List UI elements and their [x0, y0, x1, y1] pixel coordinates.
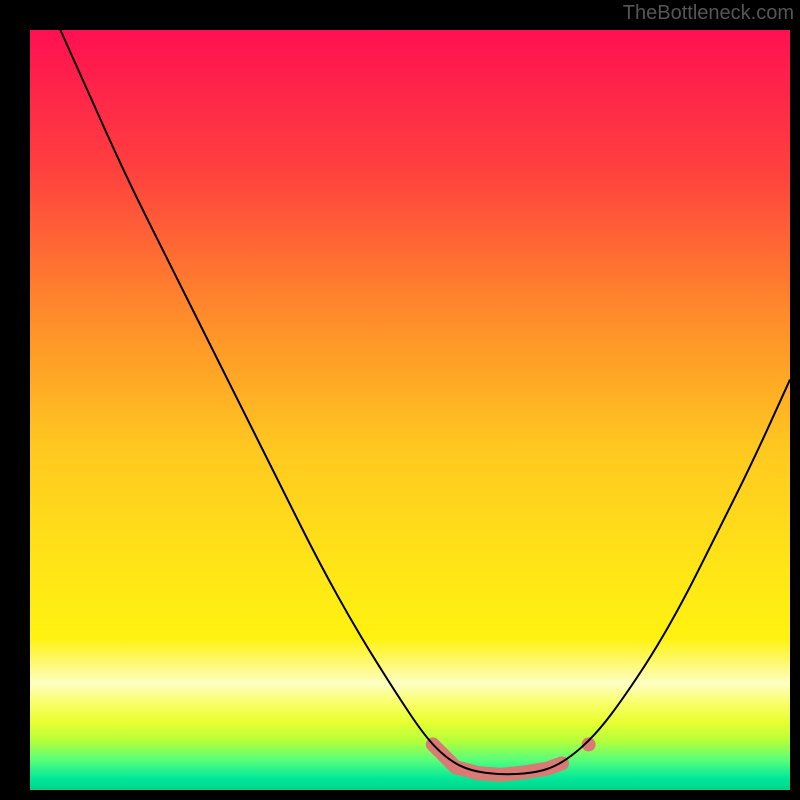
bottleneck-curve-chart [0, 0, 800, 800]
watermark-text: TheBottleneck.com [623, 2, 794, 25]
chart-container: TheBottleneck.com [0, 0, 800, 800]
